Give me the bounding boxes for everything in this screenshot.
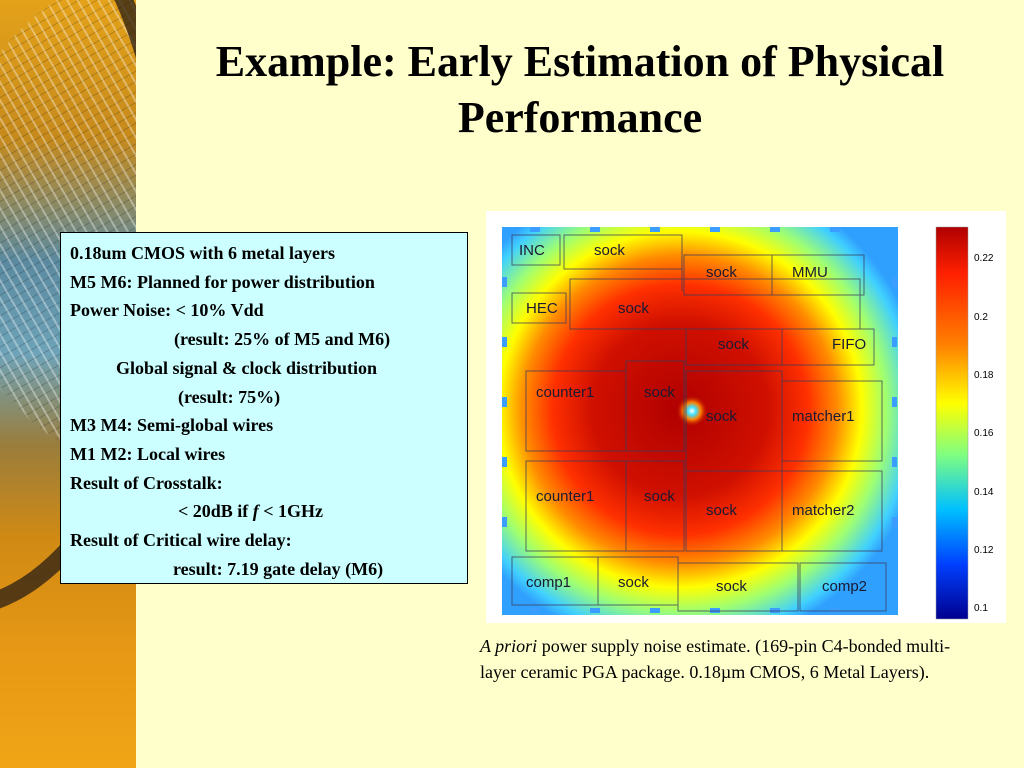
caption-text: power supply noise estimate. (169-pin C4… (480, 636, 951, 682)
colorbar-tick-label: 0.12 (974, 545, 994, 556)
block-label: sock (706, 408, 737, 425)
block-label: matcher1 (792, 408, 855, 425)
colorbar-ticks: 0.22 0.2 0.18 0.16 0.14 0.12 0.1 (974, 253, 994, 614)
block-labels: INC sock sock MMU HEC sock sock FIFO cou… (519, 242, 867, 595)
info-line-crosstalk: < 20dB if f < 1GHz (70, 497, 467, 526)
colorbar-tick-label: 0.22 (974, 253, 994, 264)
block-label: FIFO (832, 336, 866, 353)
info-line: Result of Critical wire delay: (70, 530, 292, 551)
block-label: sock (716, 578, 747, 595)
info-box: 0.18um CMOS with 6 metal layers M5 M6: P… (60, 232, 468, 584)
info-line: M5 M6: Planned for power distribution (70, 271, 375, 292)
info-line: (result: 75%) (178, 386, 281, 407)
colorbar-tick-label: 0.2 (974, 312, 988, 323)
block-label: sock (618, 574, 649, 591)
block-label: sock (718, 336, 749, 353)
block-label: sock (706, 502, 737, 519)
info-text: < 20dB if (178, 501, 253, 522)
block-label: sock (644, 488, 675, 505)
colorbar-tick-label: 0.18 (974, 370, 994, 381)
colorbar-tick-label: 0.16 (974, 428, 994, 439)
pin-markers (502, 227, 897, 613)
info-text: < 1GHz (258, 501, 324, 522)
info-line: Global signal & clock distribution (116, 357, 378, 378)
block-label: sock (706, 264, 737, 281)
block-label: counter1 (536, 488, 594, 505)
caption-italic: A priori (480, 636, 538, 656)
noise-map-svg: INC sock sock MMU HEC sock sock FIFO cou… (502, 226, 994, 620)
slide-title: Example: Early Estimation of Physical Pe… (215, 37, 945, 142)
block-label: counter1 (536, 384, 594, 401)
noise-map-figure: INC sock sock MMU HEC sock sock FIFO cou… (486, 211, 1006, 623)
figure-caption: A priori power supply noise estimate. (1… (480, 633, 970, 685)
info-line: 0.18um CMOS with 6 metal layers (70, 243, 335, 263)
block-label: comp1 (526, 574, 571, 591)
floorplan-lines (511, 234, 887, 612)
block-label: sock (618, 300, 649, 317)
info-line: result: 7.19 gate delay (M6) (173, 558, 384, 579)
info-line: (result: 25% of M5 and M6) (174, 329, 391, 350)
block-label: matcher2 (792, 502, 855, 519)
info-line: Result of Crosstalk: (70, 472, 223, 493)
info-line: Power Noise: < 10% Vdd (70, 300, 264, 321)
info-line: M3 M4: Semi-global wires (70, 415, 274, 436)
info-text-italic: f (252, 501, 259, 522)
colorbar-tick-label: 0.1 (974, 603, 988, 614)
info-line: M1 M2: Local wires (70, 443, 226, 464)
colorbar-tick-label: 0.14 (974, 487, 994, 498)
block-label: comp2 (822, 578, 867, 595)
block-label: HEC (526, 300, 558, 317)
block-label: MMU (792, 264, 828, 281)
noise-hotspot (676, 395, 708, 427)
block-label: sock (594, 242, 625, 259)
block-label: sock (644, 384, 675, 401)
block-label: INC (519, 242, 545, 259)
colorbar (935, 226, 969, 620)
